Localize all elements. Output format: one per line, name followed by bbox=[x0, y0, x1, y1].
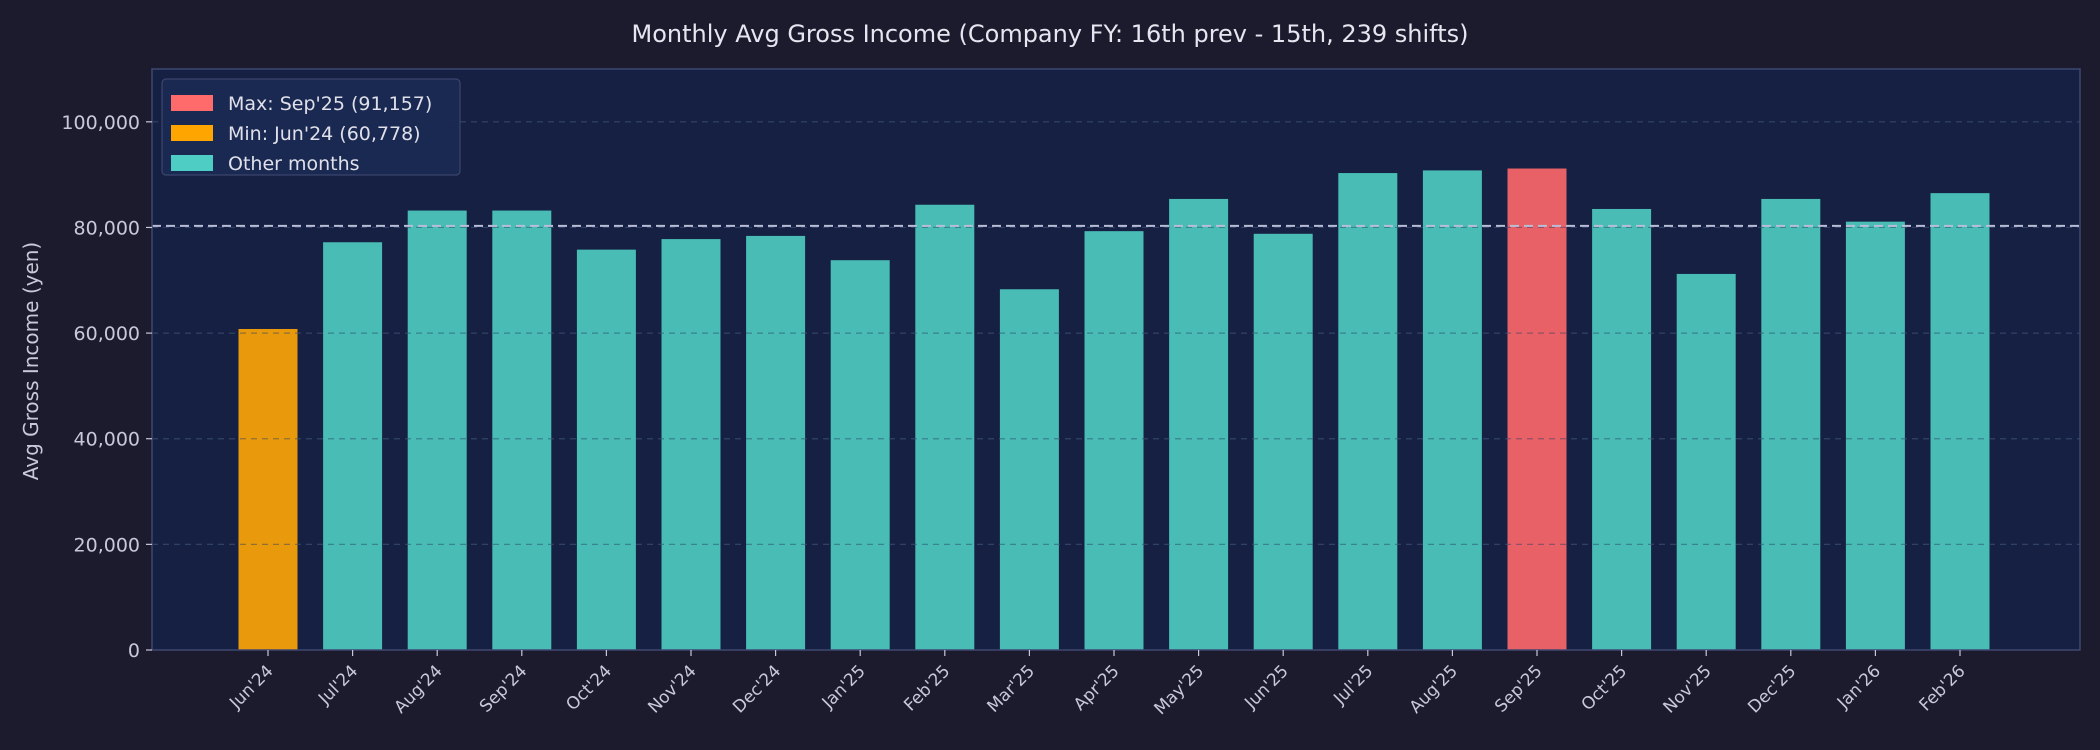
y-tick-label: 0 bbox=[128, 640, 140, 662]
bar-sep-24 bbox=[492, 210, 552, 650]
plot-frame bbox=[151, 68, 2081, 651]
bar-jan-26 bbox=[1845, 221, 1905, 651]
y-tick-label: 80,000 bbox=[74, 217, 140, 239]
bar-feb-25 bbox=[915, 204, 975, 650]
bar-feb-26 bbox=[1930, 193, 1990, 650]
legend-label: Min: Jun'24 (60,778) bbox=[228, 123, 421, 145]
legend-box bbox=[161, 78, 461, 176]
bar-jul-25 bbox=[1338, 173, 1398, 650]
chart-title: Monthly Avg Gross Income (Company FY: 16… bbox=[632, 20, 1469, 48]
bar-dec-25 bbox=[1761, 198, 1821, 650]
bar-apr-25 bbox=[1084, 231, 1144, 650]
bar-dec-24 bbox=[746, 235, 806, 650]
legend-label: Max: Sep'25 (91,157) bbox=[228, 93, 432, 115]
y-tick-label: 40,000 bbox=[74, 429, 140, 451]
bar-mar-25 bbox=[999, 289, 1059, 650]
y-tick-label: 20,000 bbox=[74, 534, 140, 556]
y-tick-label: 100,000 bbox=[61, 112, 140, 134]
bar-aug-24 bbox=[407, 210, 467, 650]
bar-may-25 bbox=[1169, 198, 1229, 650]
y-tick-label: 60,000 bbox=[74, 323, 140, 345]
bar-oct-24 bbox=[576, 249, 636, 650]
bar-sep-25 bbox=[1507, 168, 1567, 650]
legend-swatch bbox=[171, 95, 213, 111]
bar-aug-25 bbox=[1422, 170, 1482, 651]
bar-nov-24 bbox=[661, 239, 721, 651]
bar-jun-25 bbox=[1253, 233, 1313, 650]
legend-swatch bbox=[171, 155, 213, 171]
bar-jun-24 bbox=[238, 328, 298, 650]
bar-nov-25 bbox=[1676, 273, 1736, 650]
bar-jan-25 bbox=[830, 260, 890, 650]
bar-oct-25 bbox=[1592, 208, 1652, 650]
bar-jul-24 bbox=[323, 242, 383, 650]
y-axis-label: Avg Gross Income (yen) bbox=[19, 242, 43, 481]
legend-swatch bbox=[171, 125, 213, 141]
legend-label: Other months bbox=[228, 153, 360, 175]
